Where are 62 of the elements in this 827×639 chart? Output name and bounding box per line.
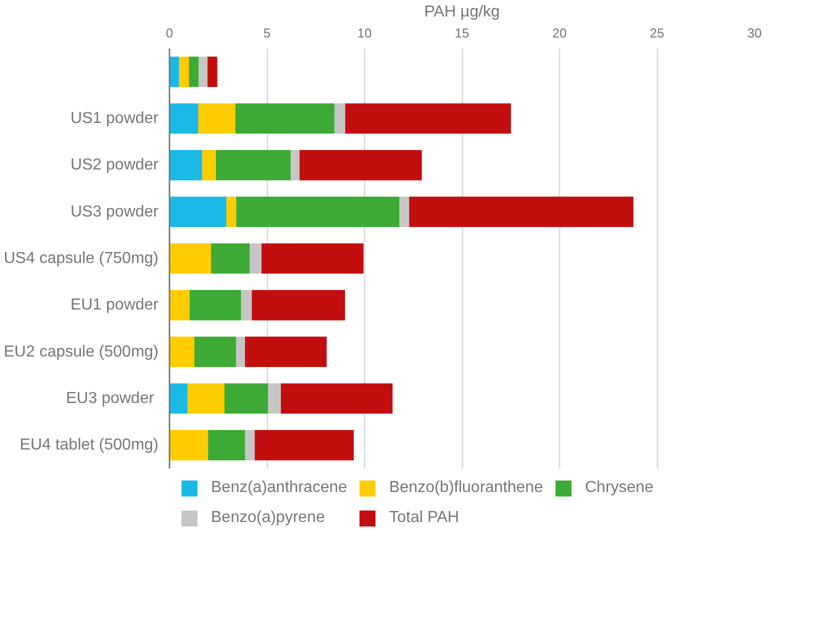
bar	[290, 150, 300, 180]
bar	[198, 56, 208, 87]
bar	[188, 383, 224, 414]
legend-label: Total PAH	[389, 509, 460, 527]
legend-label: Benzo(a)pyrene	[211, 509, 325, 527]
bar	[250, 243, 262, 274]
x-tick-label: 10	[357, 26, 372, 40]
y-tick-label: US3 powder	[70, 203, 160, 220]
y-tick-label: EU3 powder	[66, 390, 155, 407]
bar	[208, 430, 245, 460]
bar	[208, 56, 218, 87]
bar	[235, 103, 334, 134]
y-tick-label: EU2 capsule (500mg)	[4, 343, 159, 360]
y-tick-label: US4 capsule (750mg)	[4, 250, 159, 267]
x-axis-title: PAH µg/kg	[424, 4, 500, 20]
bar	[236, 196, 400, 227]
bar	[170, 430, 208, 460]
bar	[170, 150, 202, 180]
y-tick-label: EU1 powder	[70, 296, 160, 314]
bar	[262, 243, 364, 274]
legend-label: Benzo(b)fluoranthene	[389, 479, 543, 497]
bar	[170, 196, 226, 227]
bar	[170, 290, 190, 320]
bar	[202, 150, 216, 180]
bar	[224, 383, 268, 414]
bar	[170, 103, 198, 134]
bar	[170, 383, 188, 414]
bar	[170, 56, 180, 87]
x-tick-label: 5	[263, 26, 271, 40]
bar	[198, 103, 236, 134]
bar	[409, 196, 634, 227]
bar	[226, 196, 236, 227]
y-tick-label: US1 powder	[70, 110, 160, 127]
bar	[190, 290, 242, 320]
bar	[252, 290, 345, 320]
bar	[399, 196, 410, 227]
bar	[170, 336, 194, 367]
bar	[244, 430, 255, 460]
bar	[216, 150, 291, 180]
x-tick-label: 20	[552, 26, 567, 40]
bar	[236, 336, 245, 367]
bar	[280, 383, 393, 414]
bar	[334, 103, 346, 134]
bar	[241, 290, 252, 320]
x-tick-label: 30	[747, 26, 762, 40]
bar	[268, 383, 281, 414]
x-tick-label: 25	[650, 26, 664, 40]
bar	[194, 336, 236, 367]
bar	[345, 103, 511, 134]
bar	[189, 56, 199, 87]
bar	[211, 243, 250, 274]
bar	[170, 243, 212, 274]
x-tick-label: 0	[166, 26, 174, 40]
bar	[179, 56, 189, 87]
y-tick-label: US2 powder	[70, 156, 160, 174]
bar	[254, 430, 354, 460]
x-tick-label: 15	[454, 26, 470, 40]
bar	[300, 150, 422, 180]
bar	[244, 336, 327, 367]
legend-label: Benz(a)anthracene	[211, 479, 348, 497]
legend-label: Chrysene	[584, 479, 654, 497]
y-tick-label: EU4 tablet (500mg)	[20, 436, 158, 454]
